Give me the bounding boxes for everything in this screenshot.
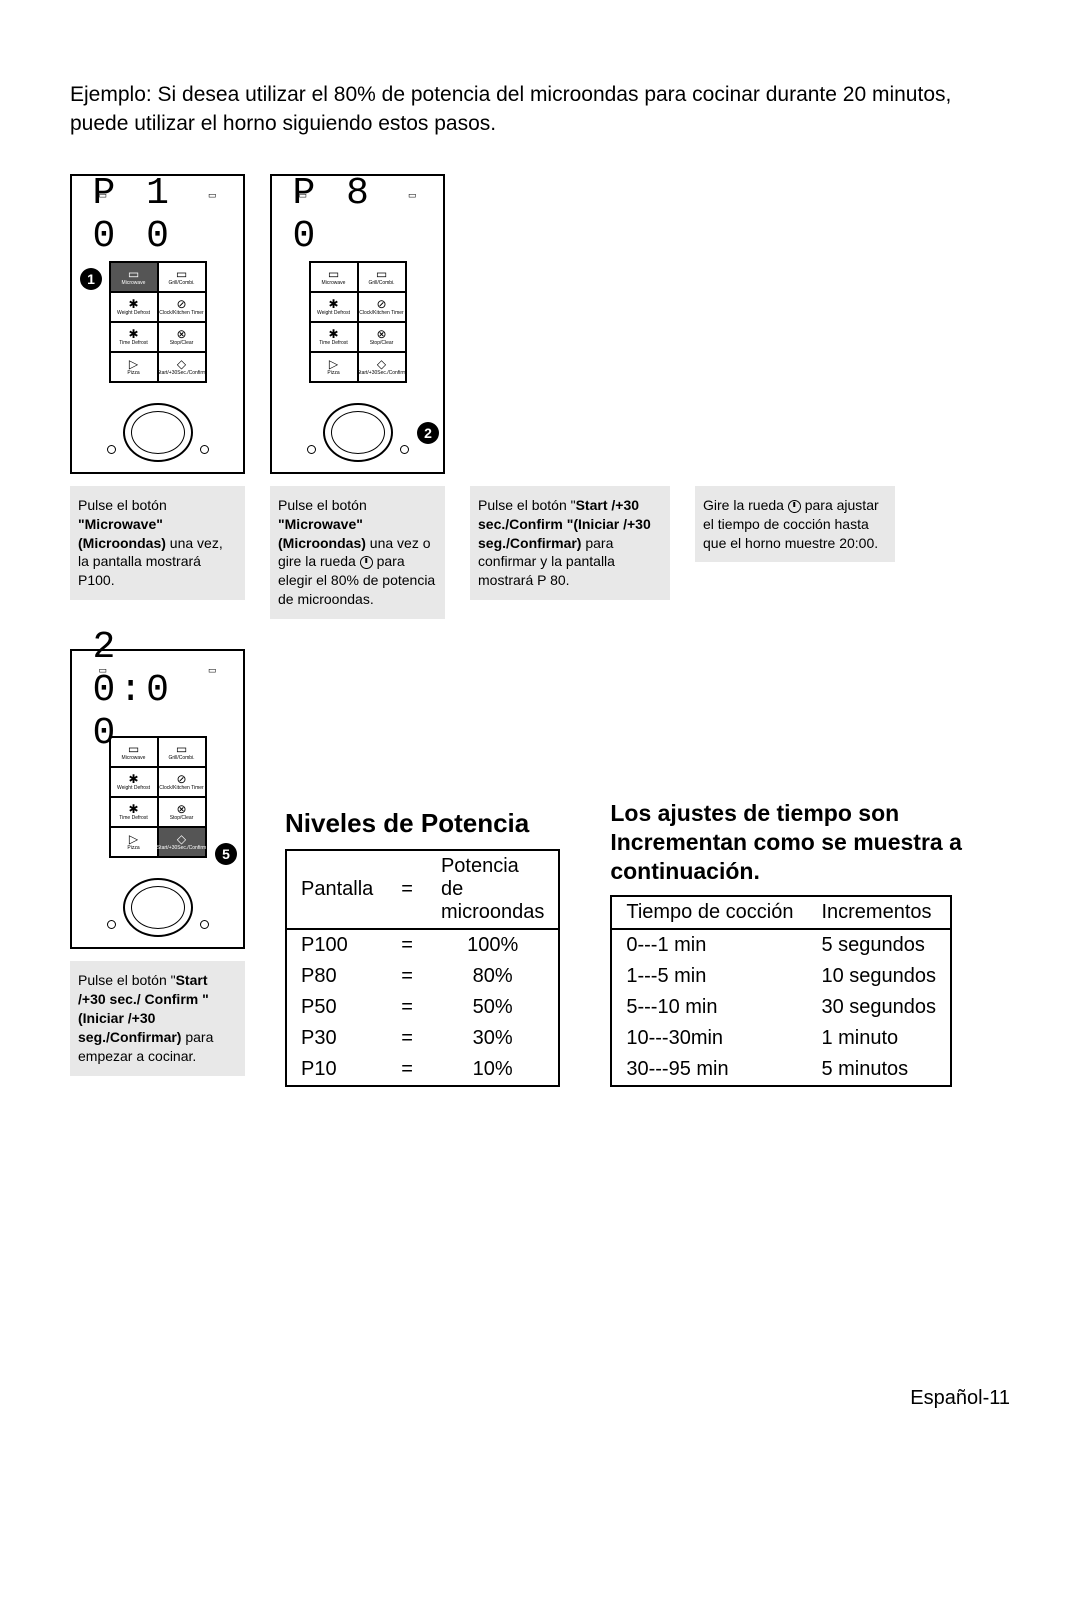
panel-button-grill-combi-: ▭Grill/Combi. xyxy=(358,262,406,292)
step-row-1: ▭▭ P 1 0 0 1 ▭Microwave▭Grill/Combi.✱Wei… xyxy=(70,174,1010,619)
dial-knob xyxy=(123,403,193,462)
panel-button-time-defrost: ✱Time Defrost xyxy=(110,797,158,827)
time-increments-section: Los ajustes de tiempo son Incrementan co… xyxy=(610,799,1010,1087)
table-header: Incrementos xyxy=(807,896,951,929)
table-row: 10---30min1 minuto xyxy=(611,1023,951,1054)
display-3: 2 0:0 0 xyxy=(93,626,223,755)
step-marker-5: 5 xyxy=(215,843,237,865)
panel-button-stop-clear: ⊗Stop/Clear xyxy=(358,322,406,352)
caption-2: Pulse el botón "Microwave"(Microondas) u… xyxy=(270,486,445,619)
intro-text: Ejemplo: Si desea utilizar el 80% de pot… xyxy=(70,80,1010,139)
panel-button-weight-defrost: ✱Weight Defrost xyxy=(310,292,358,322)
table-row: P100=100% xyxy=(286,929,559,961)
step-marker-1: 1 xyxy=(80,268,102,290)
table-row: P80=80% xyxy=(286,961,559,992)
table-row: P10=10% xyxy=(286,1054,559,1086)
microwave-panel-2: ▭▭ P 8 0 ▭Microwave▭Grill/Combi.✱Weight … xyxy=(270,174,445,474)
panel-button-start-sec-confirm: ◇Start/+30Sec./Confirm xyxy=(158,352,206,382)
panel-button-clock-kitchen-timer: ⊘Clock/Kitchen Timer xyxy=(158,292,206,322)
display-1: P 1 0 0 xyxy=(93,172,223,258)
table-row: 5---10 min30 segundos xyxy=(611,992,951,1023)
power-levels-table: Pantalla=Potencia de microondas P100=100… xyxy=(285,849,560,1087)
microwave-panel-1: ▭▭ P 1 0 0 1 ▭Microwave▭Grill/Combi.✱Wei… xyxy=(70,174,245,474)
panel-button-stop-clear: ⊗Stop/Clear xyxy=(158,322,206,352)
caption-3: Pulse el botón "Start /+30 sec./Confirm … xyxy=(470,486,670,600)
power-levels-title: Niveles de Potencia xyxy=(285,808,560,839)
table-row: 1---5 min10 segundos xyxy=(611,961,951,992)
button-grid: ▭Microwave▭Grill/Combi.✱Weight Defrost⊘C… xyxy=(109,261,207,383)
power-levels-section: Niveles de Potencia Pantalla=Potencia de… xyxy=(285,808,560,1087)
table-row: 0---1 min5 segundos xyxy=(611,929,951,961)
caption-1: Pulse el botón "Microwave"(Microondas) u… xyxy=(70,486,245,600)
step-row-2: ▭▭ 2 0:0 0 ▭Microwave▭Grill/Combi.✱Weigh… xyxy=(70,649,1010,1087)
panel-button-clock-kitchen-timer: ⊘Clock/Kitchen Timer xyxy=(358,292,406,322)
time-increments-table: Tiempo de cocciónIncrementos 0---1 min5 … xyxy=(610,895,952,1087)
panel-button-microwave: ▭Microwave xyxy=(310,262,358,292)
panel-button-stop-clear: ⊗Stop/Clear xyxy=(158,797,206,827)
table-header: Pantalla xyxy=(286,850,387,929)
caption-5: Pulse el botón "Start /+30 sec./ Confirm… xyxy=(70,961,245,1075)
table-header: Tiempo de cocción xyxy=(611,896,807,929)
table-row: P30=30% xyxy=(286,1023,559,1054)
display-2: P 8 0 xyxy=(293,172,423,258)
table-row: P50=50% xyxy=(286,992,559,1023)
table-header: = xyxy=(387,850,427,929)
table-row: 30---95 min5 minutos xyxy=(611,1054,951,1086)
panel-button-clock-kitchen-timer: ⊘Clock/Kitchen Timer xyxy=(158,767,206,797)
time-increments-title: Los ajustes de tiempo son Incrementan co… xyxy=(610,799,1010,885)
panel-button-start-sec-confirm: ◇Start/+30Sec./Confirm xyxy=(358,352,406,382)
panel-button-weight-defrost: ✱Weight Defrost xyxy=(110,767,158,797)
table-header: Potencia de microondas xyxy=(427,850,559,929)
panel-button-time-defrost: ✱Time Defrost xyxy=(110,322,158,352)
panel-button-start-sec-confirm: ◇Start/+30Sec./Confirm xyxy=(158,827,206,857)
microwave-panel-3: ▭▭ 2 0:0 0 ▭Microwave▭Grill/Combi.✱Weigh… xyxy=(70,649,245,949)
caption-4: Gire la rueda para ajustar el tiempo de … xyxy=(695,486,895,563)
page-footer: Español-11 xyxy=(70,1387,1010,1410)
step-marker-2: 2 xyxy=(417,422,439,444)
panel-button-grill-combi-: ▭Grill/Combi. xyxy=(158,262,206,292)
dial-icon xyxy=(788,500,801,513)
panel-button-pizza: ▷Pizza xyxy=(110,827,158,857)
panel-button-time-defrost: ✱Time Defrost xyxy=(310,322,358,352)
dial-icon xyxy=(360,556,373,569)
panel-button-microwave: ▭Microwave xyxy=(110,262,158,292)
panel-button-weight-defrost: ✱Weight Defrost xyxy=(110,292,158,322)
panel-button-pizza: ▷Pizza xyxy=(110,352,158,382)
panel-button-pizza: ▷Pizza xyxy=(310,352,358,382)
